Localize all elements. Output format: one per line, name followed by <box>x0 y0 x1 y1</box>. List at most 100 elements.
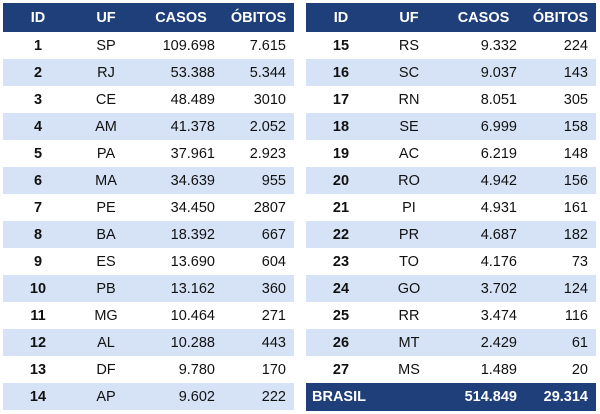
cell-obitos: 5.344 <box>223 59 294 86</box>
table-row: 1 SP 109.698 7.615 <box>3 32 294 59</box>
cell-obitos: 148 <box>563 145 588 162</box>
cell-uf: SP <box>96 37 116 54</box>
table-row: 7 PE 34.450 2807 <box>3 194 294 221</box>
table-row: 3 CE 48.489 3010 <box>3 86 294 113</box>
table-row: 26 MT 2.429 61 <box>306 329 596 356</box>
cell-id: 13 <box>29 361 47 378</box>
header-uf: UF <box>376 3 442 32</box>
cell-casos: 53.388 <box>139 59 223 86</box>
cell-id: 4 <box>3 113 73 140</box>
cell-id: 24 <box>306 275 376 302</box>
header-id: ID <box>306 3 376 32</box>
cell-obitos: 2807 <box>253 199 286 216</box>
table-row: 5 PA 37.961 2.923 <box>3 140 294 167</box>
cell-uf: GO <box>376 275 442 302</box>
cell-id: 21 <box>332 199 350 216</box>
table-row: 4 AM 41.378 2.052 <box>3 113 294 140</box>
table-row: 13 DF 9.780 170 <box>3 356 294 383</box>
table-row: 25 RR 3.474 116 <box>306 302 596 329</box>
cell-casos: 34.450 <box>170 199 215 216</box>
cell-casos: 10.464 <box>170 307 215 324</box>
cell-id: 14 <box>3 383 73 410</box>
table-row: 6 MA 34.639 955 <box>3 167 294 194</box>
table-row: 12 AL 10.288 443 <box>3 329 294 356</box>
cell-obitos: 2.052 <box>223 113 294 140</box>
cell-uf: PB <box>73 275 139 302</box>
cell-uf: CE <box>95 91 117 108</box>
cell-obitos: 224 <box>563 37 588 54</box>
cell-uf: AP <box>73 383 139 410</box>
cell-uf: PR <box>376 221 442 248</box>
cell-id: 18 <box>306 113 376 140</box>
cell-casos: 6.999 <box>442 113 525 140</box>
cell-casos: 4.176 <box>480 253 517 270</box>
cell-obitos: 955 <box>223 167 294 194</box>
cell-obitos: 124 <box>525 275 596 302</box>
cell-id: 7 <box>33 199 43 216</box>
cell-obitos: 158 <box>525 113 596 140</box>
header-id: ID <box>3 3 73 32</box>
cell-casos: 3.702 <box>442 275 525 302</box>
cell-obitos: 143 <box>525 59 596 86</box>
table-row: 24 GO 3.702 124 <box>306 275 596 302</box>
cell-casos: 9.602 <box>139 383 223 410</box>
cell-casos: 4.687 <box>442 221 525 248</box>
cell-id: 22 <box>306 221 376 248</box>
cell-obitos: 305 <box>563 91 588 108</box>
cell-id: 5 <box>33 145 43 162</box>
cell-obitos: 73 <box>571 253 588 270</box>
header-obitos: ÓBITOS <box>525 3 596 32</box>
cell-id: 19 <box>332 145 350 162</box>
cell-id: 25 <box>332 307 350 324</box>
cell-obitos: 222 <box>223 383 294 410</box>
cell-obitos: 156 <box>525 167 596 194</box>
cell-id: 17 <box>332 91 350 108</box>
cell-uf: RN <box>398 91 420 108</box>
cell-id: 12 <box>3 329 73 356</box>
cell-uf: RO <box>376 167 442 194</box>
cell-uf: AL <box>73 329 139 356</box>
cell-casos: 13.162 <box>139 275 223 302</box>
cell-obitos: 61 <box>525 329 596 356</box>
table-row: 17 RN 8.051 305 <box>306 86 596 113</box>
cell-id: 23 <box>332 253 350 270</box>
cell-casos: 13.690 <box>170 253 215 270</box>
cell-id: 27 <box>332 361 350 378</box>
cell-uf: SE <box>376 113 442 140</box>
cell-id: 6 <box>3 167 73 194</box>
table-row: 14 AP 9.602 222 <box>3 383 294 410</box>
total-casos: 514.849 <box>442 383 525 411</box>
header-uf: UF <box>73 3 139 32</box>
cell-casos: 109.698 <box>162 37 215 54</box>
cell-id: 9 <box>33 253 43 270</box>
cell-obitos: 443 <box>223 329 294 356</box>
cell-casos: 41.378 <box>139 113 223 140</box>
table-row: 18 SE 6.999 158 <box>306 113 596 140</box>
cell-obitos: 182 <box>525 221 596 248</box>
table-row: 8 BA 18.392 667 <box>3 221 294 248</box>
table-row: 15 RS 9.332 224 <box>306 32 596 59</box>
cell-uf: RJ <box>73 59 139 86</box>
cell-id: 26 <box>306 329 376 356</box>
header-obitos: ÓBITOS <box>223 3 294 32</box>
table-row: 23 TO 4.176 73 <box>306 248 596 275</box>
cell-id: 20 <box>306 167 376 194</box>
cell-id: 2 <box>3 59 73 86</box>
cell-casos: 8.051 <box>480 91 517 108</box>
cell-casos: 9.332 <box>480 37 517 54</box>
cell-obitos: 604 <box>261 253 286 270</box>
table-row: 9 ES 13.690 604 <box>3 248 294 275</box>
cell-casos: 34.639 <box>139 167 223 194</box>
cell-id: 1 <box>33 37 43 54</box>
cell-uf: SC <box>376 59 442 86</box>
table-row: 10 PB 13.162 360 <box>3 275 294 302</box>
cell-casos: 10.288 <box>139 329 223 356</box>
left-table: ID UF CASOS ÓBITOS 1 SP 109.698 7.615 2 RJ 53.… <box>3 3 294 410</box>
header-casos: CASOS <box>139 3 223 32</box>
cell-obitos: 667 <box>223 221 294 248</box>
header-row: ID UF CASOS ÓBITOS <box>306 3 596 32</box>
total-row: BRASIL 514.849 29.314 <box>306 383 596 411</box>
total-obitos: 29.314 <box>525 383 596 411</box>
cell-id: 3 <box>33 91 43 108</box>
